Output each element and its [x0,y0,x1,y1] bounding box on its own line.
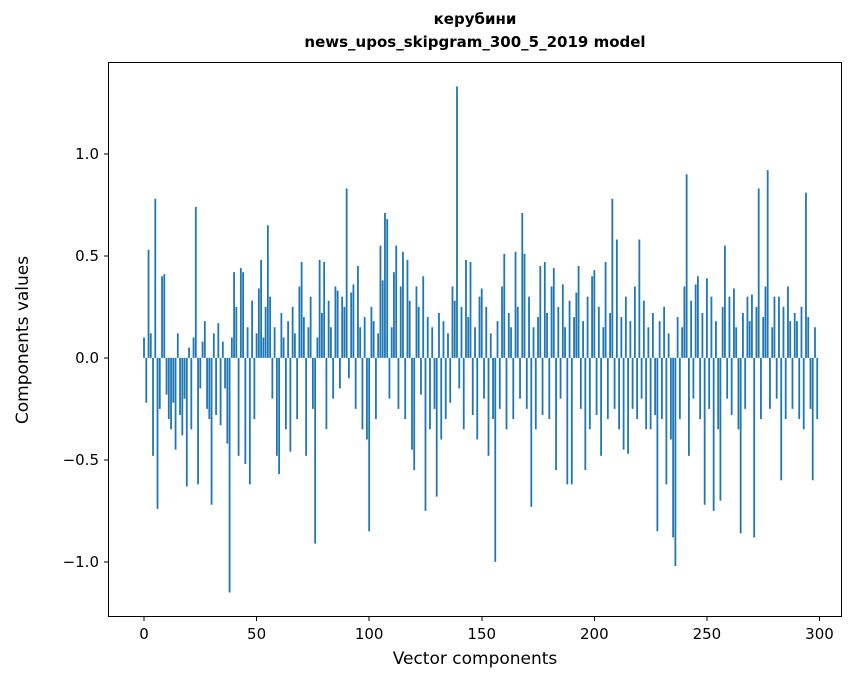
chart-title-line1: керубини [434,10,517,28]
bar-series [143,86,819,593]
x-axis-label: Vector components [393,649,558,669]
x-tick-label: 150 [467,625,496,643]
x-tick-label: 200 [580,625,609,643]
y-tick-label: 1.0 [75,145,99,163]
chart-title-line2: news_upos_skipgram_300_5_2019 model [304,33,645,51]
y-tick-label: −0.5 [63,451,99,469]
axes: 0 50 100 150 200 250 300 −1.0 −0.5 0.0 0.5 1.0 [63,62,842,643]
x-tick-label: 100 [355,625,384,643]
y-tick-label: 0.0 [75,349,99,367]
x-tick-label: 50 [247,625,266,643]
y-tick-label: 0.5 [75,247,99,265]
x-tick-label: 250 [693,625,722,643]
x-tick-label: 0 [139,625,149,643]
y-tick-label: −1.0 [63,553,99,571]
x-tick-label: 300 [805,625,834,643]
y-axis-label: Components values [13,256,33,424]
